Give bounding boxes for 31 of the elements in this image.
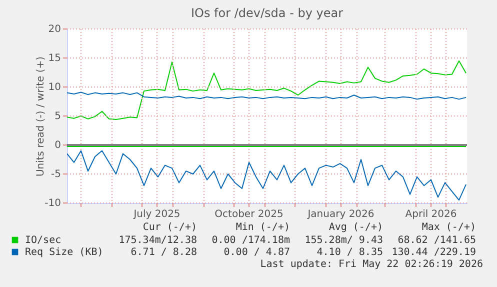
legend-label: Req Size (KB) xyxy=(25,247,104,258)
text: 4.10 / 8.35 xyxy=(316,247,383,258)
line-series xyxy=(67,92,466,100)
y-axis-title: Units read (-) / write (+) xyxy=(36,56,46,177)
y-tick-label: 0 xyxy=(54,140,61,151)
x-tick-label: January 2026 xyxy=(306,209,374,220)
y-tick-label: -5 xyxy=(51,169,61,180)
x-tick-label: July 2025 xyxy=(132,209,180,220)
text: 6.71 / 8.28 xyxy=(130,247,197,258)
text: 68.62 /141.65 xyxy=(398,235,476,246)
text: Last update: Fri May 22 02:26:19 2026 xyxy=(260,259,483,270)
text: Min (-/+) xyxy=(236,222,290,233)
y-tick-label: 15 xyxy=(48,53,61,64)
text: 155.28m/ 9.43 xyxy=(304,235,383,246)
text: 0.00 /174.18m xyxy=(212,235,290,246)
y-tick-label: -10 xyxy=(44,198,61,209)
text: Cur (-/+) xyxy=(142,222,197,233)
y-tick-label: 20 xyxy=(48,24,61,35)
chart-title: IOs for /dev/sda - by year xyxy=(190,6,344,20)
x-tick-label: April 2026 xyxy=(405,209,457,220)
text: 175.34m/12.38 xyxy=(118,235,197,246)
y-tick-label: 5 xyxy=(54,111,61,122)
text: 130.44 /229.19 xyxy=(392,247,476,258)
text: Max (-/+) xyxy=(422,222,476,233)
text: Avg (-/+) xyxy=(328,222,383,233)
x-tick-label: October 2025 xyxy=(214,209,284,220)
y-tick-label: 10 xyxy=(48,82,61,93)
text: 0.00 / 4.87 xyxy=(224,247,290,258)
legend-label: IO/sec xyxy=(25,235,62,246)
line-series xyxy=(67,150,466,201)
line-series xyxy=(67,60,466,120)
